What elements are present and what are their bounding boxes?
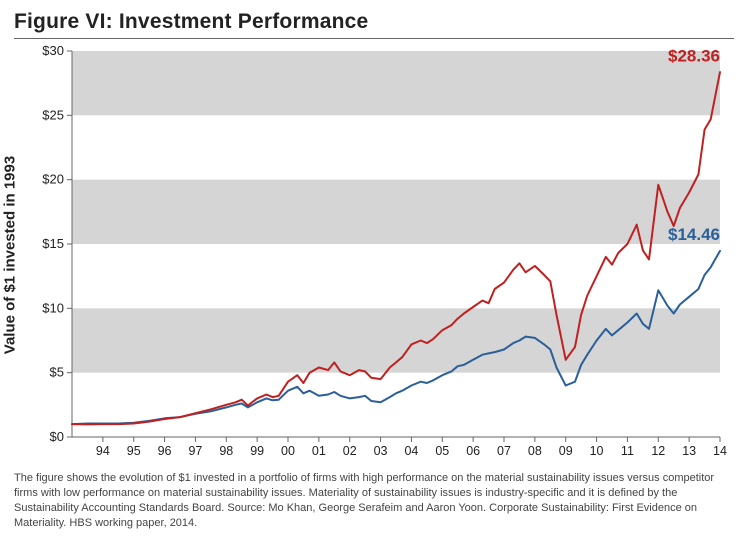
y-axis-label: Value of $1 invested in 1993 [2,156,19,354]
y-tick-label: $5 [50,365,64,380]
x-tick-label: 99 [250,444,264,458]
grid-band [72,51,720,115]
x-tick-label: 97 [188,444,202,458]
figure-caption: The figure shows the evolution of $1 inv… [14,471,734,530]
title-rule [14,38,734,39]
x-tick-label: 10 [590,444,604,458]
chart-area: Value of $1 invested in 1993 $0$5$10$15$… [14,45,734,465]
y-tick-label: $20 [42,172,64,187]
x-tick-label: 05 [435,444,449,458]
end-label-low: $14.46 [668,225,720,244]
x-tick-label: 98 [219,444,233,458]
x-tick-label: 96 [158,444,172,458]
x-tick-label: 02 [343,444,357,458]
y-tick-label: $30 [42,45,64,58]
x-tick-label: 04 [404,444,418,458]
line-chart: $0 $5 $10 $15 $20 $25 $30 94 95 96 97 98 99 00 01 02 03 0… [14,45,734,461]
x-tick-label: 01 [312,444,326,458]
x-tick-label: 00 [281,444,295,458]
x-tick-label: 14 [713,444,727,458]
x-tick-label: 09 [559,444,573,458]
figure-title: Figure VI: Investment Performance [14,10,734,34]
end-label-high: $28.36 [668,46,720,65]
y-tick-label: $15 [42,236,64,251]
y-tick-label: $10 [42,300,64,315]
figure-container: Figure VI: Investment Performance Value … [0,0,748,538]
x-tick-label: 08 [528,444,542,458]
y-tick-label: $25 [42,107,64,122]
x-tick-label: 03 [374,444,388,458]
grid-band [72,180,720,244]
x-tick-label: 12 [651,444,665,458]
x-tick-label: 11 [621,444,634,458]
x-tick-label: 95 [127,444,141,458]
x-tick-label: 07 [497,444,511,458]
y-tick-label: $0 [50,429,64,444]
x-tick-label: 94 [96,444,110,458]
x-tick-label: 06 [466,444,480,458]
x-tick-label: 13 [682,444,696,458]
